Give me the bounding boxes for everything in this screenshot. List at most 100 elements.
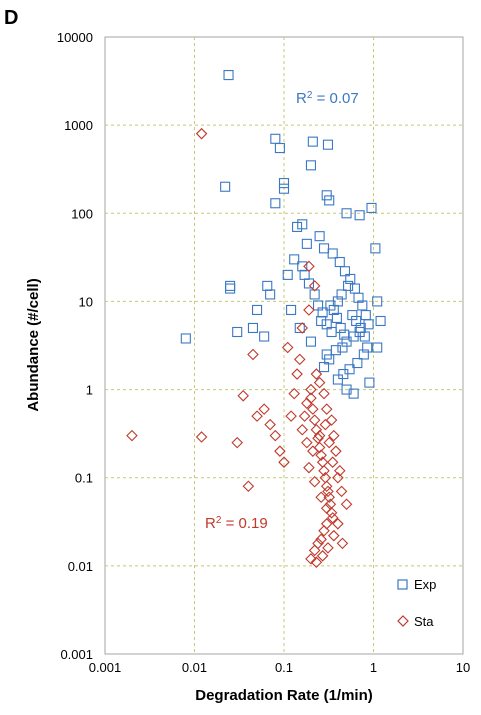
y-tick-label: 10 bbox=[79, 294, 93, 309]
panel-label: D bbox=[4, 7, 18, 29]
exp-data-point bbox=[330, 345, 341, 356]
sta-data-point bbox=[195, 127, 208, 140]
exp-data-point bbox=[259, 331, 270, 342]
y-tick-labels: 0.001 0.01 0.1 1 10 100 1000 10000 bbox=[57, 30, 93, 662]
y-tick-label: 1000 bbox=[64, 118, 93, 133]
sta-data-point bbox=[305, 392, 317, 404]
sta-data-point bbox=[320, 502, 333, 515]
sta-data-point bbox=[251, 410, 263, 422]
exp-data-point bbox=[348, 388, 359, 399]
sta-data-point bbox=[305, 553, 317, 565]
x-tick-label: 0.1 bbox=[275, 660, 293, 675]
x-tick-label: 10 bbox=[456, 660, 470, 675]
exp-data-point bbox=[321, 190, 332, 201]
exp-data-point bbox=[317, 307, 328, 318]
exp-data-point bbox=[339, 329, 350, 340]
sta-data-point bbox=[298, 410, 311, 422]
sta-data-point bbox=[330, 445, 342, 457]
y-axis-label: Abundance (#/cell) bbox=[25, 278, 42, 411]
sta-data-point bbox=[303, 304, 315, 316]
exp-data-point bbox=[341, 208, 352, 219]
sta-data-point bbox=[301, 436, 313, 449]
sta-data-point bbox=[328, 529, 340, 542]
sta-data-point bbox=[316, 550, 329, 562]
sta-data-point bbox=[291, 368, 303, 380]
exp-data-point bbox=[225, 283, 236, 294]
sta-data-point bbox=[322, 485, 334, 498]
sta-series-points bbox=[126, 127, 353, 568]
sta-data-point bbox=[126, 429, 138, 442]
sta-data-point bbox=[326, 512, 339, 524]
exp-data-point bbox=[274, 142, 285, 154]
sta-data-point bbox=[281, 341, 294, 354]
exp-data-point bbox=[345, 273, 356, 284]
sta-data-point bbox=[195, 431, 208, 443]
sta-data-point bbox=[274, 445, 286, 457]
x-tick-label: 0.001 bbox=[89, 660, 122, 675]
exp-data-point bbox=[318, 362, 330, 373]
exp-data-point bbox=[278, 183, 290, 194]
legend-marker-sta bbox=[397, 615, 409, 627]
exp-data-point bbox=[292, 221, 303, 232]
exp-data-point bbox=[305, 160, 316, 171]
exp-data-point bbox=[265, 289, 276, 300]
sta-data-point bbox=[305, 383, 317, 396]
sta-data-point bbox=[296, 423, 309, 436]
sta-data-point bbox=[315, 533, 327, 546]
exp-data-point bbox=[325, 300, 336, 311]
exp-data-point bbox=[301, 238, 312, 249]
exp-data-point bbox=[220, 181, 231, 192]
exp-data-point bbox=[372, 342, 383, 353]
sta-data-point bbox=[318, 387, 330, 400]
exp-data-point bbox=[289, 254, 300, 265]
exp-data-point bbox=[307, 136, 318, 147]
sta-data-point bbox=[307, 403, 319, 415]
sta-data-point bbox=[315, 491, 327, 504]
sta-data-point bbox=[328, 429, 340, 442]
x-axis-label: Degradation Rate (1/min) bbox=[195, 687, 373, 704]
exp-data-point bbox=[357, 300, 368, 311]
sta-data-point bbox=[323, 436, 335, 449]
exp-data-point bbox=[286, 304, 297, 316]
exp-data-point bbox=[322, 139, 334, 150]
exp-data-point bbox=[180, 333, 191, 344]
legend-label-exp: Exp bbox=[414, 577, 436, 592]
y-tick-label: 10000 bbox=[57, 30, 93, 45]
exp-data-point bbox=[370, 243, 381, 254]
sta-data-point bbox=[247, 348, 259, 361]
exp-data-point bbox=[358, 349, 369, 360]
x-tick-labels: 0.001 0.01 0.1 1 10 bbox=[89, 660, 471, 675]
sta-data-point bbox=[336, 537, 349, 550]
exp-data-point bbox=[318, 243, 330, 254]
exp-data-point bbox=[347, 310, 358, 321]
y-tick-label: 100 bbox=[71, 206, 93, 221]
sta-data-point bbox=[307, 445, 319, 457]
exp-data-point bbox=[297, 261, 308, 272]
y-tick-label: 0.001 bbox=[60, 647, 93, 662]
sta-data-point bbox=[318, 525, 330, 537]
sta-data-point bbox=[335, 485, 348, 498]
r2-annotation-sta: R2 = 0.19 bbox=[205, 515, 268, 533]
y-tick-label: 0.1 bbox=[75, 471, 93, 486]
exp-data-point bbox=[324, 195, 335, 206]
exp-data-point bbox=[339, 266, 351, 277]
exp-data-point bbox=[359, 331, 370, 342]
exp-data-point bbox=[294, 322, 305, 334]
exp-data-point bbox=[331, 312, 342, 323]
sta-data-point bbox=[323, 491, 335, 504]
exp-data-point bbox=[324, 354, 335, 365]
sta-data-point bbox=[320, 480, 333, 493]
sta-data-point bbox=[318, 464, 330, 477]
exp-data-point bbox=[354, 210, 365, 221]
sta-data-point bbox=[325, 414, 338, 426]
exp-data-point bbox=[327, 248, 338, 259]
exp-data-point bbox=[332, 374, 343, 385]
exp-data-point bbox=[282, 269, 293, 280]
exp-data-point bbox=[366, 202, 377, 213]
sta-data-point bbox=[310, 556, 323, 568]
exp-data-point bbox=[305, 336, 316, 347]
exp-data-point bbox=[314, 231, 325, 242]
exp-data-point bbox=[336, 289, 347, 300]
y-tick-label: 1 bbox=[86, 383, 93, 398]
sta-data-point bbox=[308, 544, 321, 557]
